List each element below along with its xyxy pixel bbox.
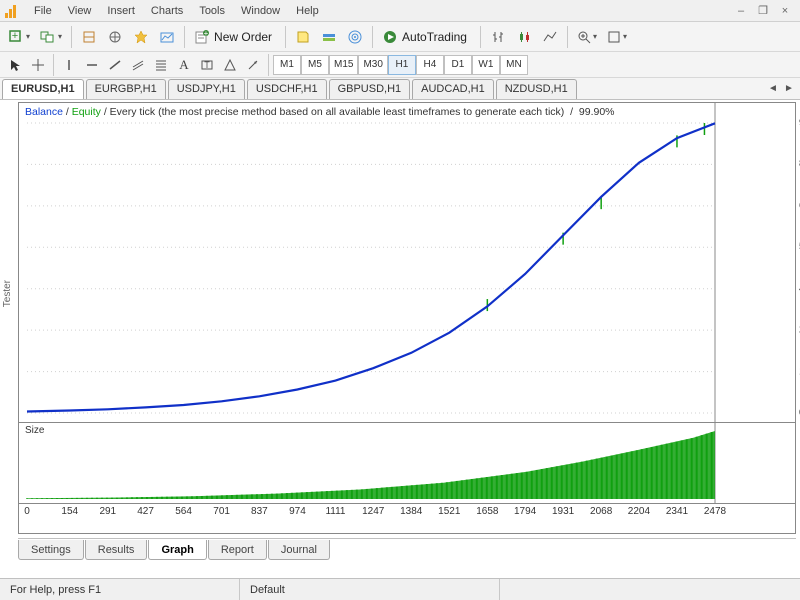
profiles-button[interactable] <box>36 25 66 49</box>
svg-text:T: T <box>204 60 210 70</box>
signals-button[interactable] <box>343 25 367 49</box>
x-axis-label: 427 <box>137 506 154 517</box>
menu-bar: File View Insert Charts Tools Window Hel… <box>0 0 800 22</box>
zoom-out-button[interactable] <box>603 25 631 49</box>
close-button[interactable]: × <box>774 2 796 20</box>
crosshair-button[interactable] <box>27 55 49 75</box>
timeframe-h1[interactable]: H1 <box>388 55 416 75</box>
strategy-tester-button[interactable] <box>155 25 179 49</box>
tester-tabs: SettingsResultsGraphReportJournal <box>18 538 796 560</box>
menu-window[interactable]: Window <box>233 3 288 19</box>
main-toolbar: + + New Order AutoTrading <box>0 22 800 52</box>
tester-panel-label: Tester <box>2 280 13 307</box>
new-order-label: New Order <box>210 30 276 44</box>
symbol-tab-usdchf[interactable]: USDCHF,H1 <box>247 79 327 99</box>
line-chart-button[interactable] <box>538 25 562 49</box>
vline-button[interactable] <box>58 55 80 75</box>
x-axis-label: 1247 <box>362 506 384 517</box>
symbol-tab-audcad[interactable]: AUDCAD,H1 <box>412 79 494 99</box>
drawing-toolbar: A T M1M5M15M30H1H4D1W1MN <box>0 52 800 78</box>
status-empty <box>500 579 800 600</box>
navigator-button[interactable] <box>103 25 127 49</box>
x-axis-label: 564 <box>175 506 192 517</box>
menu-file[interactable]: File <box>26 3 60 19</box>
svg-text:+: + <box>204 29 209 38</box>
new-chart-button[interactable]: + <box>4 25 34 49</box>
symbol-tab-gbpusd[interactable]: GBPUSD,H1 <box>329 79 411 99</box>
shapes-button[interactable] <box>219 55 241 75</box>
x-axis-label: 2478 <box>704 506 726 517</box>
options-button[interactable] <box>317 25 341 49</box>
timeframe-d1[interactable]: D1 <box>444 55 472 75</box>
hline-button[interactable] <box>81 55 103 75</box>
x-axis-label: 1111 <box>325 506 345 517</box>
tester-tab-settings[interactable]: Settings <box>18 540 84 560</box>
x-axis-label: 2341 <box>666 506 688 517</box>
symbol-tab-usdjpy[interactable]: USDJPY,H1 <box>168 79 245 99</box>
timeframe-m5[interactable]: M5 <box>301 55 329 75</box>
bar-chart-button[interactable] <box>486 25 510 49</box>
symbol-tab-eurgbp[interactable]: EURGBP,H1 <box>86 79 166 99</box>
x-axis-label: 154 <box>61 506 78 517</box>
tester-tab-graph[interactable]: Graph <box>148 540 206 560</box>
x-axis-label: 2204 <box>628 506 650 517</box>
menu-insert[interactable]: Insert <box>99 3 143 19</box>
x-axis-label: 291 <box>99 506 116 517</box>
menu-help[interactable]: Help <box>288 3 327 19</box>
timeframe-m15[interactable]: M15 <box>329 55 358 75</box>
menu-view[interactable]: View <box>60 3 100 19</box>
terminal-button[interactable] <box>129 25 153 49</box>
size-chart: Size <box>19 423 795 503</box>
symbol-tab-nzdusd[interactable]: NZDUSD,H1 <box>496 79 577 99</box>
balance-chart: Balance / Equity / Every tick (the most … <box>19 103 795 423</box>
fibo-button[interactable] <box>150 55 172 75</box>
x-axis-label: 974 <box>289 506 306 517</box>
minimize-button[interactable]: – <box>730 2 752 20</box>
auto-trading-button[interactable]: AutoTrading <box>378 25 475 49</box>
status-help: For Help, press F1 <box>0 579 240 600</box>
tab-scroll-right[interactable]: ► <box>782 83 796 94</box>
app-icon <box>4 3 20 19</box>
x-axis-label: 1931 <box>552 506 574 517</box>
menu-tools[interactable]: Tools <box>191 3 233 19</box>
timeframe-mn[interactable]: MN <box>500 55 528 75</box>
symbol-tabs: EURUSD,H1EURGBP,H1USDJPY,H1USDCHF,H1GBPU… <box>0 78 800 100</box>
x-axis-label: 1384 <box>400 506 422 517</box>
zoom-in-button[interactable] <box>573 25 601 49</box>
cursor-button[interactable] <box>4 55 26 75</box>
text-button[interactable]: A <box>173 55 195 75</box>
x-axis-label: 0 <box>24 506 30 517</box>
market-watch-button[interactable] <box>77 25 101 49</box>
x-axis: 0 154 291 427 564 701 837 974 1111 1247 1384 1521 16… <box>19 503 795 523</box>
textlabel-button[interactable]: T <box>196 55 218 75</box>
candle-chart-button[interactable] <box>512 25 536 49</box>
tab-scroll-left[interactable]: ◄ <box>766 83 780 94</box>
timeframe-m30[interactable]: M30 <box>358 55 387 75</box>
metaeditor-button[interactable] <box>291 25 315 49</box>
arrows-button[interactable] <box>242 55 264 75</box>
menu-charts[interactable]: Charts <box>143 3 191 19</box>
timeframe-w1[interactable]: W1 <box>472 55 500 75</box>
trendline-button[interactable] <box>104 55 126 75</box>
tester-graph: Balance / Equity / Every tick (the most … <box>18 102 796 534</box>
x-axis-label: 1794 <box>514 506 536 517</box>
channel-button[interactable] <box>127 55 149 75</box>
symbol-tab-eurusd[interactable]: EURUSD,H1 <box>2 79 84 99</box>
timeframe-h4[interactable]: H4 <box>416 55 444 75</box>
svg-text:+: + <box>12 30 18 42</box>
x-axis-label: 1658 <box>476 506 498 517</box>
status-bar: For Help, press F1 Default <box>0 578 800 600</box>
x-axis-label: 701 <box>213 506 230 517</box>
tester-tab-results[interactable]: Results <box>85 540 148 560</box>
new-order-button[interactable]: + New Order <box>190 25 280 49</box>
tester-tab-journal[interactable]: Journal <box>268 540 330 560</box>
tester-tab-report[interactable]: Report <box>208 540 267 560</box>
auto-trading-label: AutoTrading <box>398 30 471 44</box>
timeframe-m1[interactable]: M1 <box>273 55 301 75</box>
status-profile: Default <box>240 579 500 600</box>
x-axis-label: 2068 <box>590 506 612 517</box>
restore-button[interactable]: ❐ <box>752 2 774 20</box>
x-axis-label: 1521 <box>438 506 460 517</box>
x-axis-label: 837 <box>251 506 268 517</box>
